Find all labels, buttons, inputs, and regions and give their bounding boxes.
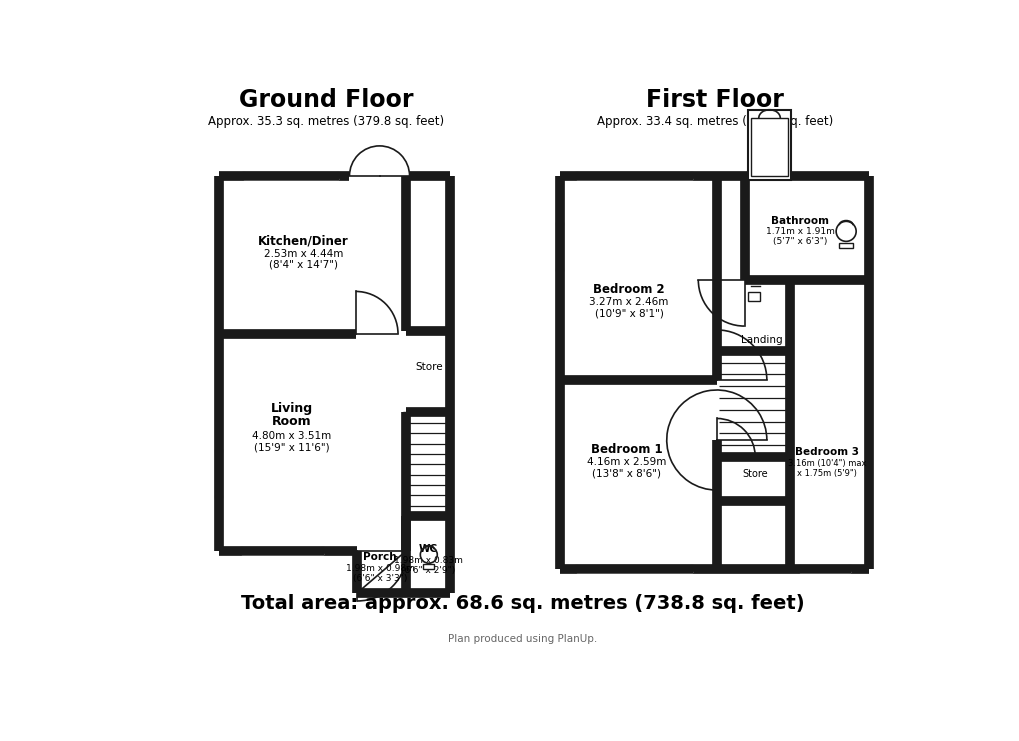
Text: Bathroom: Bathroom xyxy=(770,216,828,226)
Text: Porch: Porch xyxy=(363,552,396,562)
Bar xyxy=(748,292,759,302)
Text: (6'6" x 3'3"): (6'6" x 3'3") xyxy=(353,574,407,583)
Bar xyxy=(423,564,434,568)
Text: 4.80m x 3.51m: 4.80m x 3.51m xyxy=(252,431,331,442)
Text: Total area: approx. 68.6 sq. metres (738.8 sq. feet): Total area: approx. 68.6 sq. metres (738… xyxy=(240,594,804,613)
Bar xyxy=(751,118,787,176)
Text: WC: WC xyxy=(418,545,437,554)
Text: (6'6" x 2'9"): (6'6" x 2'9") xyxy=(400,566,454,575)
Text: First Floor: First Floor xyxy=(646,88,784,113)
Bar xyxy=(839,243,852,248)
Text: 3.16m (10'4") max: 3.16m (10'4") max xyxy=(787,459,865,468)
Text: 1.98m x 0.83m: 1.98m x 0.83m xyxy=(393,556,462,565)
Text: (8'4" x 14'7"): (8'4" x 14'7") xyxy=(269,259,337,270)
Text: (13'8" x 8'6"): (13'8" x 8'6") xyxy=(592,468,660,478)
Text: (15'9" x 11'6"): (15'9" x 11'6") xyxy=(254,442,329,452)
Text: x 1.75m (5'9"): x 1.75m (5'9") xyxy=(796,469,856,478)
Text: 4.16m x 2.59m: 4.16m x 2.59m xyxy=(587,457,665,468)
Text: Bedroom 2: Bedroom 2 xyxy=(593,283,664,296)
Text: Kitchen/Diner: Kitchen/Diner xyxy=(258,234,348,247)
Text: Bedroom 1: Bedroom 1 xyxy=(590,443,662,456)
Text: Landing: Landing xyxy=(740,335,782,345)
Text: Store: Store xyxy=(742,469,767,479)
Text: 1.98m x 0.98m: 1.98m x 0.98m xyxy=(345,564,415,573)
Text: Living: Living xyxy=(270,402,313,415)
Text: (5'7" x 6'3"): (5'7" x 6'3") xyxy=(772,237,826,247)
Text: Approx. 35.3 sq. metres (379.8 sq. feet): Approx. 35.3 sq. metres (379.8 sq. feet) xyxy=(208,115,444,127)
Bar xyxy=(748,110,790,180)
Text: 3.27m x 2.46m: 3.27m x 2.46m xyxy=(589,297,668,308)
Text: Store: Store xyxy=(415,362,442,372)
Text: 1.71m x 1.91m: 1.71m x 1.91m xyxy=(765,227,834,236)
Text: Bedroom 3: Bedroom 3 xyxy=(794,447,858,456)
Text: 2.53m x 4.44m: 2.53m x 4.44m xyxy=(263,249,342,259)
Text: Ground Floor: Ground Floor xyxy=(238,88,414,113)
Text: Plan produced using PlanUp.: Plan produced using PlanUp. xyxy=(447,634,597,645)
Bar xyxy=(403,412,408,420)
Text: Approx. 33.4 sq. metres (359.1 sq. feet): Approx. 33.4 sq. metres (359.1 sq. feet) xyxy=(596,115,833,127)
Text: Room: Room xyxy=(272,416,311,428)
Text: (10'9" x 8'1"): (10'9" x 8'1") xyxy=(594,308,662,318)
